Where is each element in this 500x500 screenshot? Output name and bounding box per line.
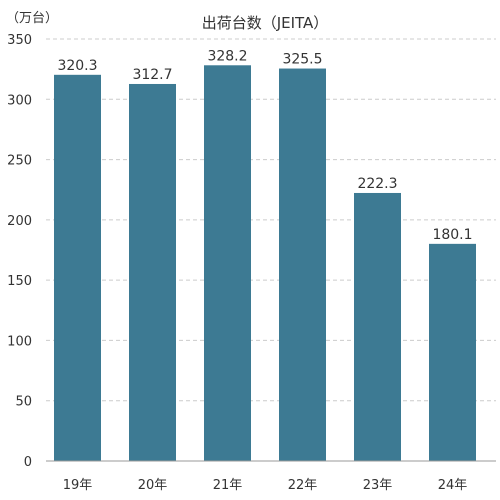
bar-5 xyxy=(354,192,401,461)
data-label-5: 222.3 xyxy=(357,176,397,192)
x-category-label-6: 24年 xyxy=(438,478,468,493)
data-label-3: 328.2 xyxy=(207,48,247,64)
bar-1 xyxy=(54,74,101,461)
x-axis-categories: 19年 20年 21年 22年 23年 24年 xyxy=(63,478,468,493)
data-label-1: 320.3 xyxy=(57,58,97,74)
bar-3 xyxy=(204,65,251,461)
y-tick-label: 350 xyxy=(7,33,32,48)
gridlines xyxy=(46,38,496,402)
bars xyxy=(54,65,476,461)
y-tick-label: 0 xyxy=(24,455,32,470)
y-axis-unit-label: （万台） xyxy=(6,11,58,26)
bar-6 xyxy=(429,243,476,461)
y-tick-label: 150 xyxy=(7,274,32,289)
bar-4 xyxy=(279,68,326,461)
x-category-label-5: 23年 xyxy=(363,478,393,493)
x-category-label-1: 19年 xyxy=(63,478,93,493)
data-label-2: 312.7 xyxy=(132,67,172,83)
x-category-label-3: 21年 xyxy=(213,478,243,493)
x-category-label-4: 22年 xyxy=(288,478,318,493)
y-tick-label: 100 xyxy=(7,334,32,349)
data-label-4: 325.5 xyxy=(282,52,322,68)
bar-2 xyxy=(129,83,176,461)
y-tick-label: 50 xyxy=(15,395,32,410)
chart-title: 出荷台数（JEITA） xyxy=(202,14,329,32)
y-tick-label: 250 xyxy=(7,154,32,169)
y-tick-label: 200 xyxy=(7,214,32,229)
y-tick-label: 300 xyxy=(7,93,32,108)
data-label-6: 180.1 xyxy=(432,227,472,243)
y-axis-ticks: 0 50 100 150 200 250 300 350 xyxy=(7,33,32,470)
data-labels: 320.3 312.7 328.2 325.5 222.3 180.1 xyxy=(57,48,472,243)
x-category-label-2: 20年 xyxy=(138,478,168,493)
